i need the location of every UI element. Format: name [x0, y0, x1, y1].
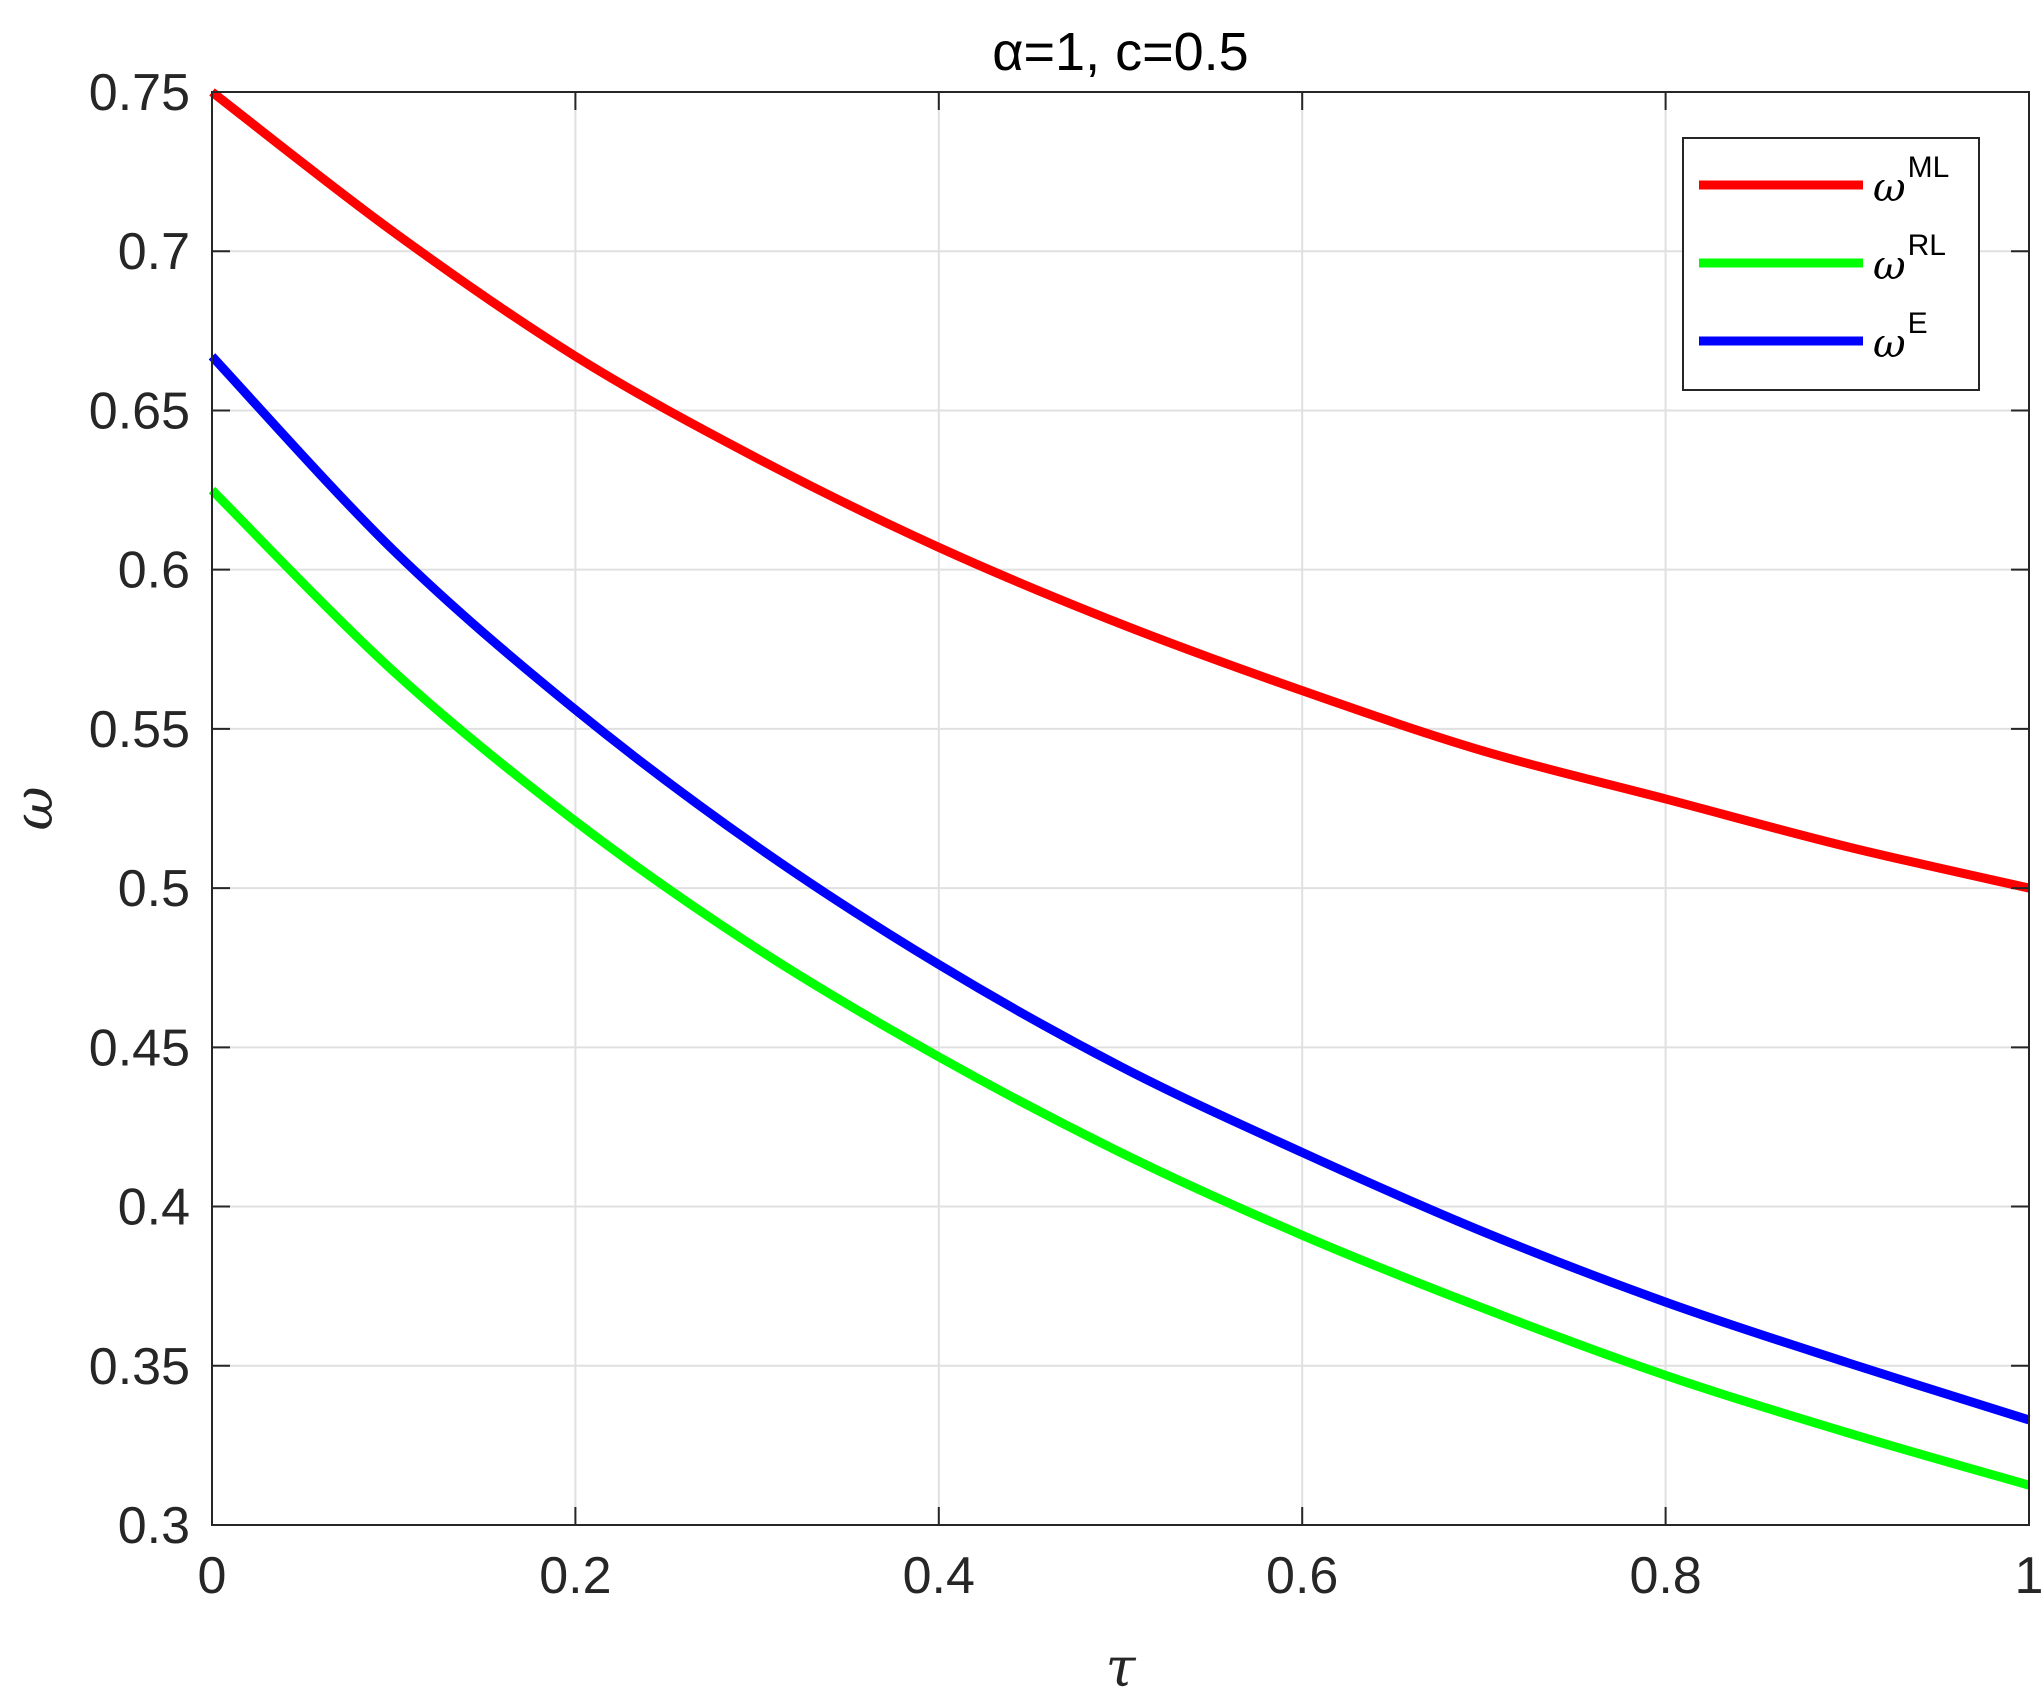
y-tick-label: 0.3 [118, 1497, 190, 1555]
grid-lines [211, 91, 2030, 1526]
legend-entry: ωML [1873, 151, 1949, 211]
y-tick-label: 0.6 [118, 542, 190, 600]
legend-entry-symbol: ω [1873, 243, 1906, 289]
legend-entry-superscript: E [1908, 307, 1928, 340]
x-tick-label: 0 [198, 1547, 227, 1605]
legend-entry-symbol: ω [1873, 321, 1906, 367]
y-tick-label: 0.7 [118, 223, 190, 281]
legend-entry: ωE [1873, 307, 1928, 367]
legend-entry: ωRL [1873, 229, 1946, 289]
x-tick-label: 0.6 [1266, 1547, 1338, 1605]
series-line-ml [209, 88, 2030, 893]
series-line-e [208, 353, 2031, 1425]
x-axis-label: τ [1106, 1636, 1137, 1699]
plot-area-frame [211, 91, 2030, 1526]
legend-entry-superscript: ML [1908, 151, 1950, 184]
y-tick-label: 0.5 [118, 860, 190, 918]
y-tick-label: 0.75 [89, 64, 190, 122]
legend-entry-superscript: RL [1908, 229, 1946, 262]
axis-ticks: 0 0.2 0.4 0.6 0.8 1 0.3 0.35 0.4 0.45 0.5 0.55 0.6 0.… [89, 64, 2044, 1605]
y-tick-label: 0.65 [89, 382, 190, 440]
y-tick-label: 0.4 [118, 1179, 190, 1237]
y-tick-label: 0.45 [89, 1019, 190, 1077]
x-tick-label: 0.2 [539, 1547, 611, 1605]
x-tick-label: 0.4 [903, 1547, 975, 1605]
x-tick-label: 0.8 [1629, 1547, 1701, 1605]
y-tick-label: 0.35 [89, 1338, 190, 1396]
chart-title: α=1, c=0.5 [992, 22, 1248, 82]
series-lines [208, 88, 2031, 1490]
x-tick-label: 1 [2015, 1547, 2044, 1605]
y-tick-label: 0.55 [89, 701, 190, 759]
series-line-rl [208, 486, 2031, 1490]
y-axis-label: ω [2, 786, 65, 830]
legend-entry-symbol: ω [1873, 165, 1906, 211]
